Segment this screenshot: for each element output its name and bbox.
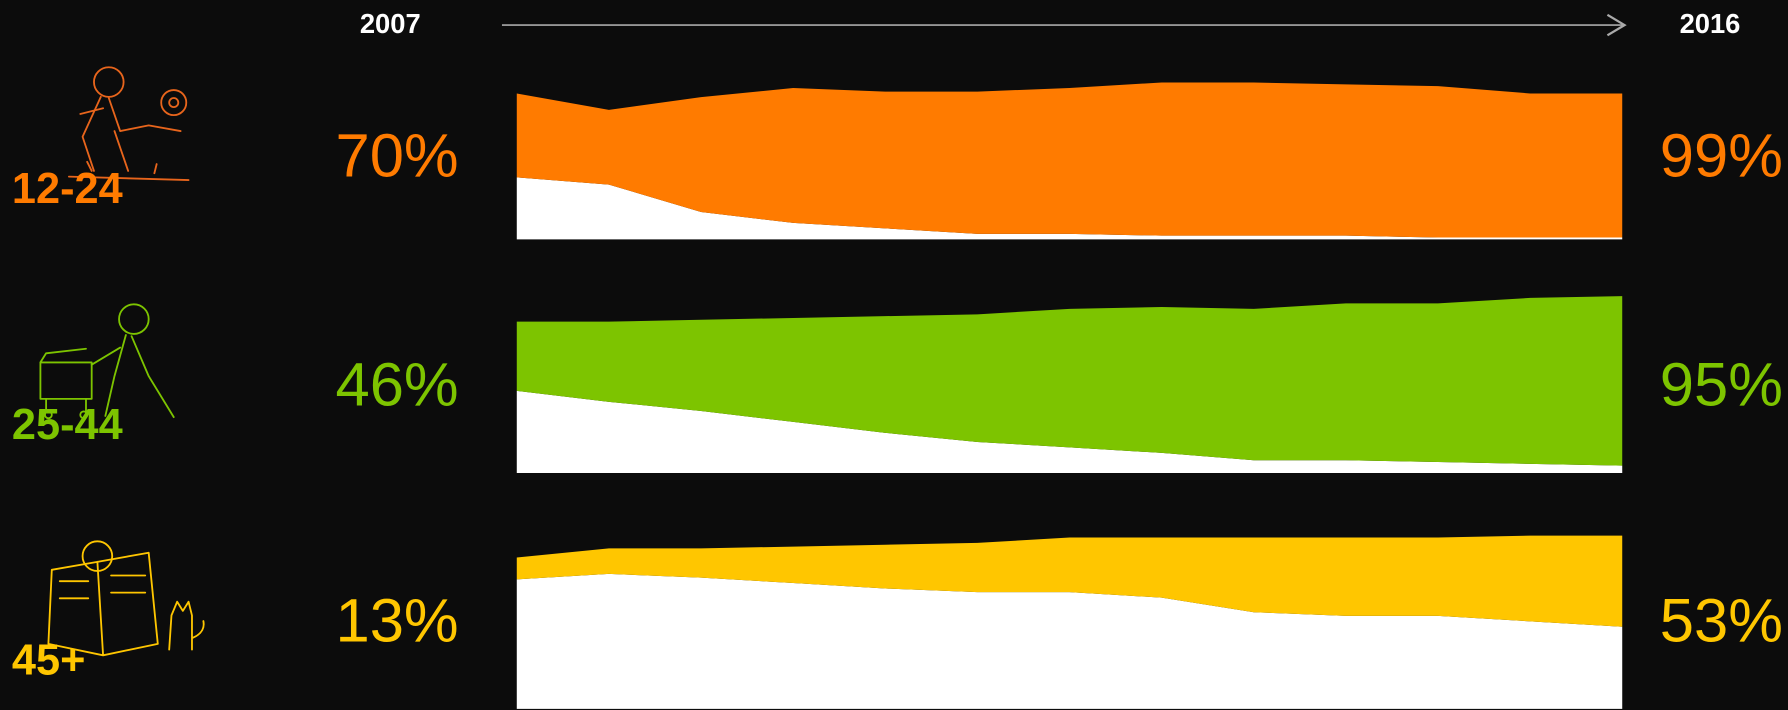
group-label: 25-44	[12, 401, 123, 449]
start-percent: 13%	[335, 587, 458, 656]
icon-youth	[67, 66, 190, 181]
icon-senior	[47, 540, 205, 657]
icon-adult	[39, 303, 175, 420]
start-percent: 46%	[335, 351, 458, 420]
group-label: 12-24	[12, 165, 123, 213]
group-label: 45+	[12, 637, 85, 685]
end-percent: 53%	[1660, 587, 1783, 656]
area	[516, 390, 1623, 473]
area	[516, 573, 1623, 709]
end-percent: 95%	[1660, 351, 1783, 420]
area	[516, 82, 1623, 238]
start-percent: 70%	[335, 122, 458, 191]
arrow-head	[1606, 13, 1627, 37]
area	[516, 535, 1623, 627]
end-year: 2016	[1680, 8, 1741, 39]
area	[516, 296, 1623, 466]
start-year: 2007	[360, 8, 421, 39]
end-percent: 99%	[1660, 122, 1783, 191]
area	[516, 177, 1623, 240]
